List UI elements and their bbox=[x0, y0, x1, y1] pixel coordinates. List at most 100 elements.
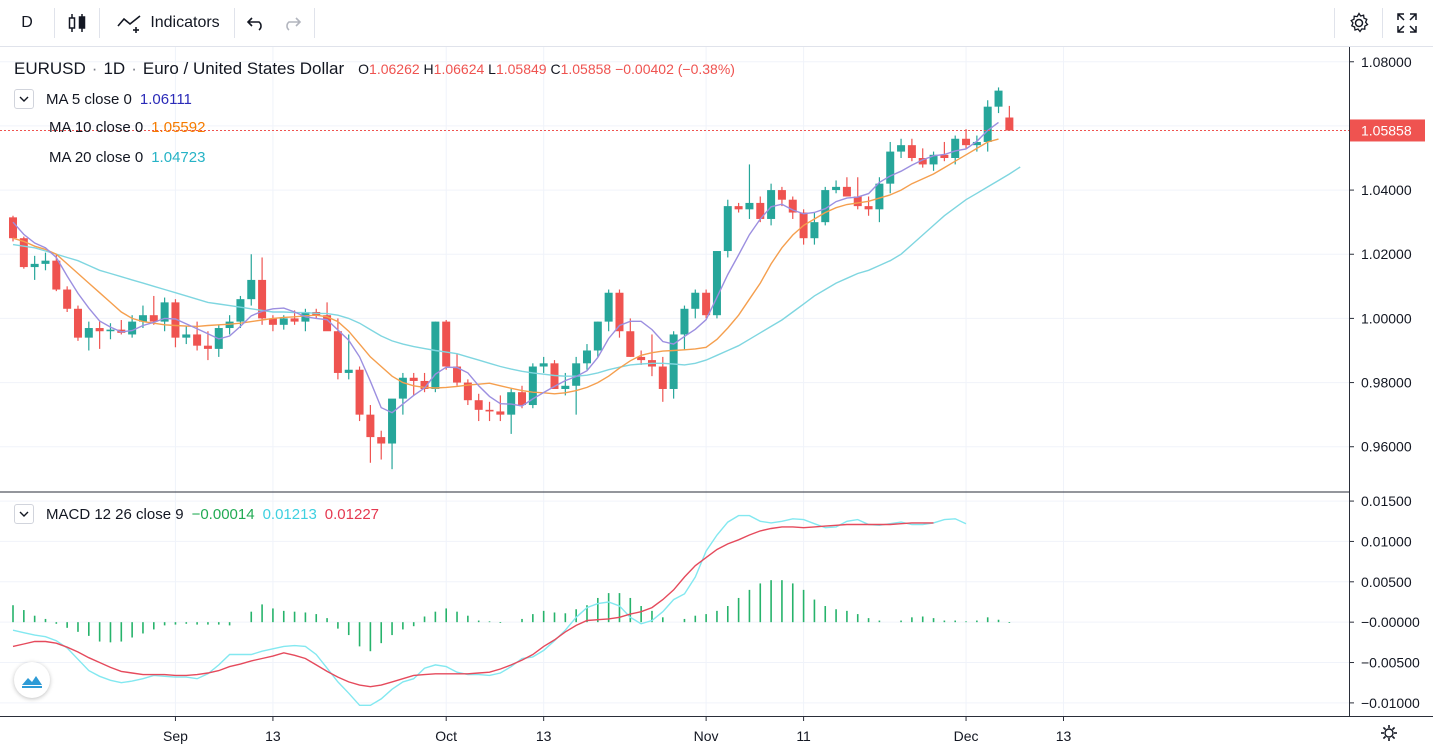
ma5-legend[interactable]: MA 5 close 0 1.06111 bbox=[14, 89, 192, 109]
open-label: O bbox=[358, 61, 370, 77]
candle-body bbox=[19, 238, 28, 268]
candle bbox=[810, 212, 819, 245]
candle bbox=[420, 372, 429, 393]
candle-body bbox=[897, 145, 906, 152]
macd-line bbox=[12, 514, 967, 706]
candle bbox=[84, 321, 93, 351]
candle bbox=[528, 363, 537, 409]
undo-button[interactable] bbox=[240, 0, 272, 46]
symbol-description: Euro / United States Dollar bbox=[142, 59, 345, 78]
candle bbox=[30, 255, 39, 280]
candle-body bbox=[712, 251, 721, 316]
candle bbox=[344, 334, 353, 380]
indicators-button[interactable]: Indicators bbox=[104, 0, 232, 46]
candle bbox=[138, 305, 147, 329]
open-value: 1.06262 bbox=[369, 61, 420, 77]
ma5-label: MA 5 close 0 bbox=[46, 90, 132, 108]
candle-body bbox=[518, 392, 527, 406]
undo-icon bbox=[246, 17, 262, 31]
ma5-line bbox=[12, 121, 999, 414]
chart-type-button[interactable] bbox=[56, 0, 98, 46]
ma10-label: MA 10 close 0 bbox=[49, 119, 144, 136]
candle-body bbox=[9, 217, 17, 239]
symbol-legend: EURUSD · 1D · Euro / United States Dolla… bbox=[14, 59, 735, 79]
candle-body bbox=[182, 334, 191, 338]
macd-tick-label: −0.01000 bbox=[1361, 695, 1420, 711]
candle-body bbox=[377, 437, 386, 444]
macd-tick-label: 0.01500 bbox=[1361, 493, 1412, 509]
symbol-interval: 1D bbox=[103, 59, 126, 78]
price-pane bbox=[9, 87, 1021, 470]
price-tick-label: 1.08000 bbox=[1361, 54, 1412, 70]
time-tick-label: Oct bbox=[435, 728, 457, 744]
candle-body bbox=[442, 321, 451, 367]
axis-settings-button[interactable] bbox=[1381, 725, 1397, 741]
interval-button[interactable]: D bbox=[0, 0, 54, 46]
candle-body bbox=[247, 279, 256, 300]
candle bbox=[604, 289, 613, 332]
candle bbox=[258, 257, 267, 325]
time-tick-label: 13 bbox=[536, 728, 552, 744]
candle bbox=[626, 318, 635, 357]
candle-body bbox=[73, 308, 82, 338]
candle bbox=[615, 289, 624, 338]
candle bbox=[485, 401, 494, 422]
candle-body bbox=[983, 106, 992, 142]
candle bbox=[149, 295, 158, 325]
candle-body bbox=[723, 206, 732, 252]
fullscreen-button[interactable] bbox=[1388, 0, 1426, 46]
macd-tick-label: 0.01000 bbox=[1361, 533, 1412, 549]
candle bbox=[680, 305, 689, 351]
candle-body bbox=[333, 331, 342, 373]
ma10-legend[interactable]: MA 10 close 0 1.05592 bbox=[49, 119, 205, 136]
time-tick-label: Nov bbox=[694, 728, 719, 744]
candle bbox=[474, 393, 483, 422]
collapse-macd-button[interactable] bbox=[14, 504, 34, 524]
candle-body bbox=[572, 363, 581, 386]
candle bbox=[886, 141, 895, 194]
candle bbox=[691, 289, 700, 319]
candle bbox=[897, 138, 906, 158]
candle-body bbox=[420, 380, 429, 389]
candle bbox=[864, 196, 873, 216]
redo-button[interactable] bbox=[276, 0, 308, 46]
macd-legend[interactable]: MACD 12 26 close 9 −0.00014 0.01213 0.01… bbox=[14, 504, 379, 524]
candle bbox=[875, 177, 884, 223]
macd-signal-value: 0.01227 bbox=[324, 505, 380, 523]
candle-body bbox=[290, 318, 299, 322]
candle-body bbox=[680, 308, 689, 335]
candle-body bbox=[918, 158, 927, 165]
ma10-line bbox=[12, 138, 999, 395]
ma5-value: 1.06111 bbox=[139, 90, 192, 108]
candle-body bbox=[236, 299, 245, 322]
settings-button[interactable] bbox=[1340, 0, 1378, 46]
candle bbox=[669, 331, 678, 399]
time-tick-label: 13 bbox=[265, 728, 281, 744]
candle bbox=[333, 318, 342, 380]
candle bbox=[582, 344, 591, 370]
candle-body bbox=[853, 196, 862, 207]
last-price-label: 1.05858 bbox=[1361, 122, 1412, 138]
ma20-line bbox=[12, 166, 1021, 377]
candle-body bbox=[886, 151, 895, 184]
price-tick-label: 1.00000 bbox=[1361, 310, 1412, 326]
ma10-value: 1.05592 bbox=[151, 119, 206, 136]
candle-body bbox=[539, 363, 548, 367]
collapse-legend-button[interactable] bbox=[14, 89, 34, 109]
macd-tick-label: 0.00500 bbox=[1361, 574, 1412, 590]
candle-body bbox=[95, 328, 104, 332]
candle-body bbox=[323, 315, 332, 332]
ma20-legend[interactable]: MA 20 close 0 1.04723 bbox=[49, 149, 205, 166]
candle bbox=[907, 138, 916, 162]
candle-body bbox=[63, 289, 72, 309]
candle bbox=[377, 430, 386, 460]
candle-body bbox=[388, 398, 397, 444]
candle bbox=[355, 366, 364, 422]
ohlc-values: O1.06262 H1.06624 L1.05849 C1.05858 −0.0… bbox=[358, 61, 735, 77]
tradingview-logo[interactable] bbox=[14, 662, 50, 698]
candle bbox=[929, 151, 938, 171]
candle bbox=[214, 324, 223, 357]
candle-body bbox=[258, 279, 267, 319]
symbol-name[interactable]: EURUSD bbox=[14, 59, 86, 78]
